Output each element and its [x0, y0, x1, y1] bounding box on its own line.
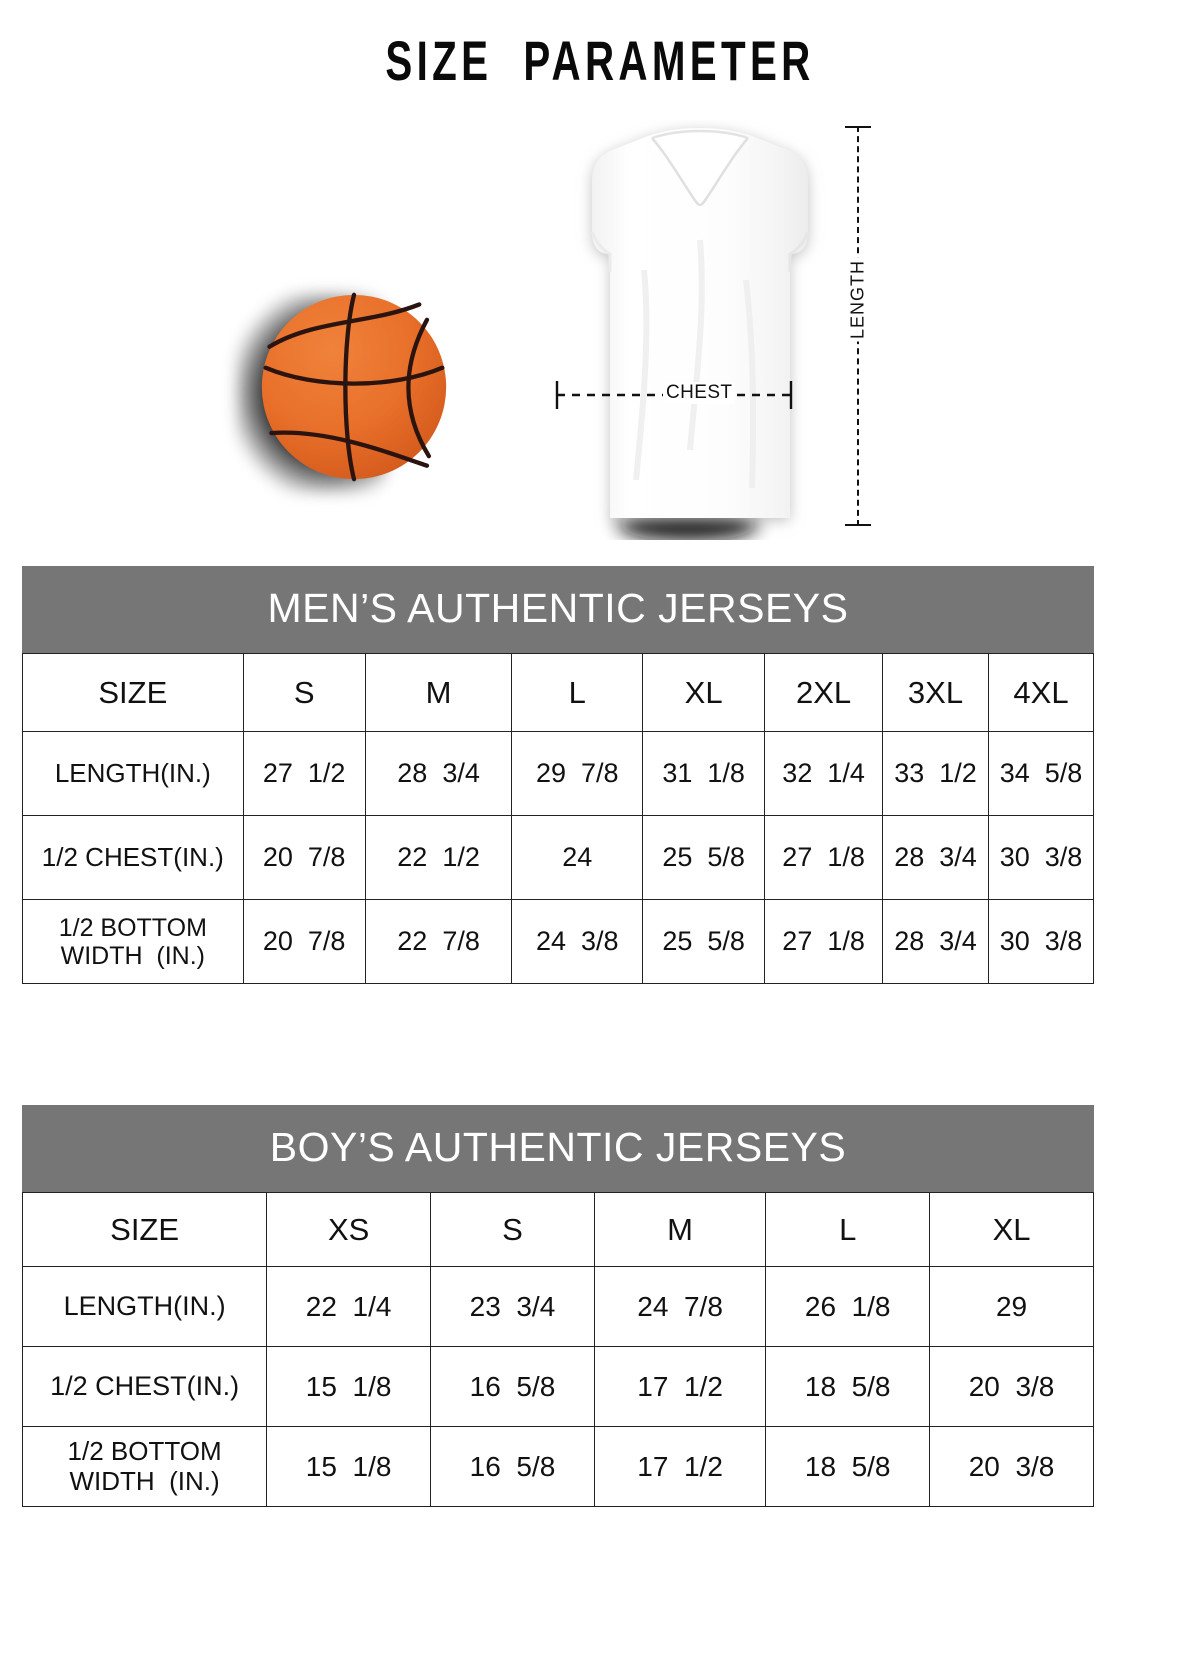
- mens-cell: 33 1/2: [881, 731, 990, 816]
- boys-cell: 20 3/8: [929, 1346, 1094, 1427]
- mens-row-label: LENGTH(IN.): [22, 731, 244, 816]
- mens-cell: 30 3/8: [988, 815, 1094, 900]
- mens-table-block: MEN’S AUTHENTIC JERSEYS SIZE S M L XL 2XL 3XL 4…: [22, 566, 1094, 984]
- boys-cell: 15 1/8: [266, 1346, 432, 1427]
- mens-cell: 34 5/8: [988, 731, 1094, 816]
- boys-col-header-xs: XS: [266, 1192, 432, 1267]
- boys-cell: 26 1/8: [765, 1266, 931, 1347]
- boys-data-row: 1/2 BOTTOM WIDTH (IN.) 15 1/8 16 5/8 17 1/2…: [21, 1426, 1094, 1507]
- boys-table-body: SIZE XS S M L XL LENGTH(IN.) 22 1/4 23 3/4 24 7/8…: [21, 1192, 1094, 1507]
- boys-col-header-m: M: [593, 1192, 767, 1267]
- mens-table-title: MEN’S AUTHENTIC JERSEYS: [22, 566, 1094, 653]
- boys-table-title: BOY’S AUTHENTIC JERSEYS: [22, 1105, 1094, 1192]
- chest-label: CHEST: [663, 382, 736, 404]
- boys-col-header-xl: XL: [929, 1192, 1094, 1267]
- mens-cell: 27 1/8: [764, 899, 883, 984]
- boys-size-table: SIZE XS S M L XL LENGTH(IN.) 22 1/4 23 3/4 24 7/8…: [21, 1192, 1094, 1507]
- boys-cell: 29: [929, 1266, 1094, 1347]
- mens-row-label: 1/2 BOTTOM WIDTH (IN.): [22, 899, 244, 984]
- mens-cell: 20 7/8: [242, 815, 366, 900]
- mens-size-header: SIZE: [22, 653, 244, 732]
- mens-header-row: SIZE S M L XL 2XL 3XL 4XL: [22, 653, 1094, 732]
- mens-cell: 22 7/8: [364, 899, 513, 984]
- basketball-icon: [261, 292, 447, 482]
- mens-cell: 28 3/4: [364, 731, 513, 816]
- length-cap-top: [845, 126, 871, 128]
- mens-cell: 31 1/8: [642, 731, 766, 816]
- mens-cell: 20 7/8: [242, 899, 366, 984]
- mens-size-table: SIZE S M L XL 2XL 3XL 4XL LENGTH(IN.) 27 1/2 28 3/…: [22, 653, 1094, 984]
- boys-row-label: 1/2 CHEST(IN.): [21, 1346, 268, 1427]
- length-label: LENGTH: [844, 257, 872, 342]
- boys-cell: 22 1/4: [266, 1266, 432, 1347]
- length-cap-bottom: [845, 524, 871, 526]
- boys-data-row: 1/2 CHEST(IN.) 15 1/8 16 5/8 17 1/2 18 5/8 20…: [21, 1346, 1094, 1427]
- boys-table-block: BOY’S AUTHENTIC JERSEYS SIZE XS S M L XL LENGT…: [21, 1105, 1094, 1507]
- mens-row-label: 1/2 CHEST(IN.): [22, 815, 244, 900]
- mens-cell: 27 1/2: [242, 731, 366, 816]
- boys-cell: 20 3/8: [929, 1426, 1094, 1507]
- mens-table-body: SIZE S M L XL 2XL 3XL 4XL LENGTH(IN.) 27 1/2 28 3/…: [22, 653, 1094, 984]
- basketball-graphic: [236, 285, 466, 500]
- mens-data-row: LENGTH(IN.) 27 1/2 28 3/4 29 7/8 31 1/8 32 1/…: [22, 731, 1094, 816]
- boys-cell: 17 1/2: [593, 1426, 767, 1507]
- mens-cell: 29 7/8: [511, 731, 644, 816]
- mens-col-header-4xl: 4XL: [988, 653, 1094, 732]
- mens-data-row: 1/2 CHEST(IN.) 20 7/8 22 1/2 24 25 5/8 27 1/8…: [22, 815, 1094, 900]
- boys-cell: 15 1/8: [266, 1426, 432, 1507]
- boys-row-label: 1/2 BOTTOM WIDTH (IN.): [21, 1426, 268, 1507]
- mens-col-header-3xl: 3XL: [881, 653, 990, 732]
- mens-cell: 28 3/4: [881, 815, 990, 900]
- mens-col-header-2xl: 2XL: [764, 653, 883, 732]
- boys-row-label: LENGTH(IN.): [21, 1266, 268, 1347]
- boys-data-row: LENGTH(IN.) 22 1/4 23 3/4 24 7/8 26 1/8 29: [21, 1266, 1094, 1347]
- mens-data-row: 1/2 BOTTOM WIDTH (IN.) 20 7/8 22 7/8 24 3/8…: [22, 899, 1094, 984]
- jersey-icon: [590, 128, 810, 540]
- page-title: SIZE PARAMETER: [385, 29, 815, 92]
- boys-cell: 16 5/8: [430, 1346, 595, 1427]
- mens-col-header-l: L: [511, 653, 644, 732]
- boys-cell: 17 1/2: [593, 1346, 767, 1427]
- length-dimension: LENGTH: [844, 126, 905, 526]
- mens-cell: 24 3/8: [511, 899, 644, 984]
- mens-cell: 30 3/8: [988, 899, 1094, 984]
- mens-cell: 24: [511, 815, 644, 900]
- mens-col-header-xl: XL: [642, 653, 766, 732]
- mens-cell: 28 3/4: [881, 899, 990, 984]
- boys-col-header-s: S: [430, 1192, 595, 1267]
- boys-col-header-l: L: [765, 1192, 931, 1267]
- boys-cell: 23 3/4: [430, 1266, 595, 1347]
- mens-cell: 25 5/8: [642, 815, 766, 900]
- boys-size-header: SIZE: [21, 1192, 268, 1267]
- boys-cell: 16 5/8: [430, 1426, 595, 1507]
- mens-cell: 22 1/2: [364, 815, 513, 900]
- jersey-graphic: CHEST: [540, 120, 860, 540]
- mens-cell: 32 1/4: [764, 731, 883, 816]
- chest-dimension-line: [555, 381, 793, 409]
- boys-cell: 24 7/8: [593, 1266, 767, 1347]
- mens-col-header-s: S: [242, 653, 366, 732]
- illustration-area: CHEST LENGTH: [0, 110, 1200, 540]
- mens-cell: 27 1/8: [764, 815, 883, 900]
- mens-cell: 25 5/8: [642, 899, 766, 984]
- boys-header-row: SIZE XS S M L XL: [21, 1192, 1094, 1267]
- mens-col-header-m: M: [364, 653, 513, 732]
- boys-cell: 18 5/8: [765, 1426, 931, 1507]
- boys-cell: 18 5/8: [765, 1346, 931, 1427]
